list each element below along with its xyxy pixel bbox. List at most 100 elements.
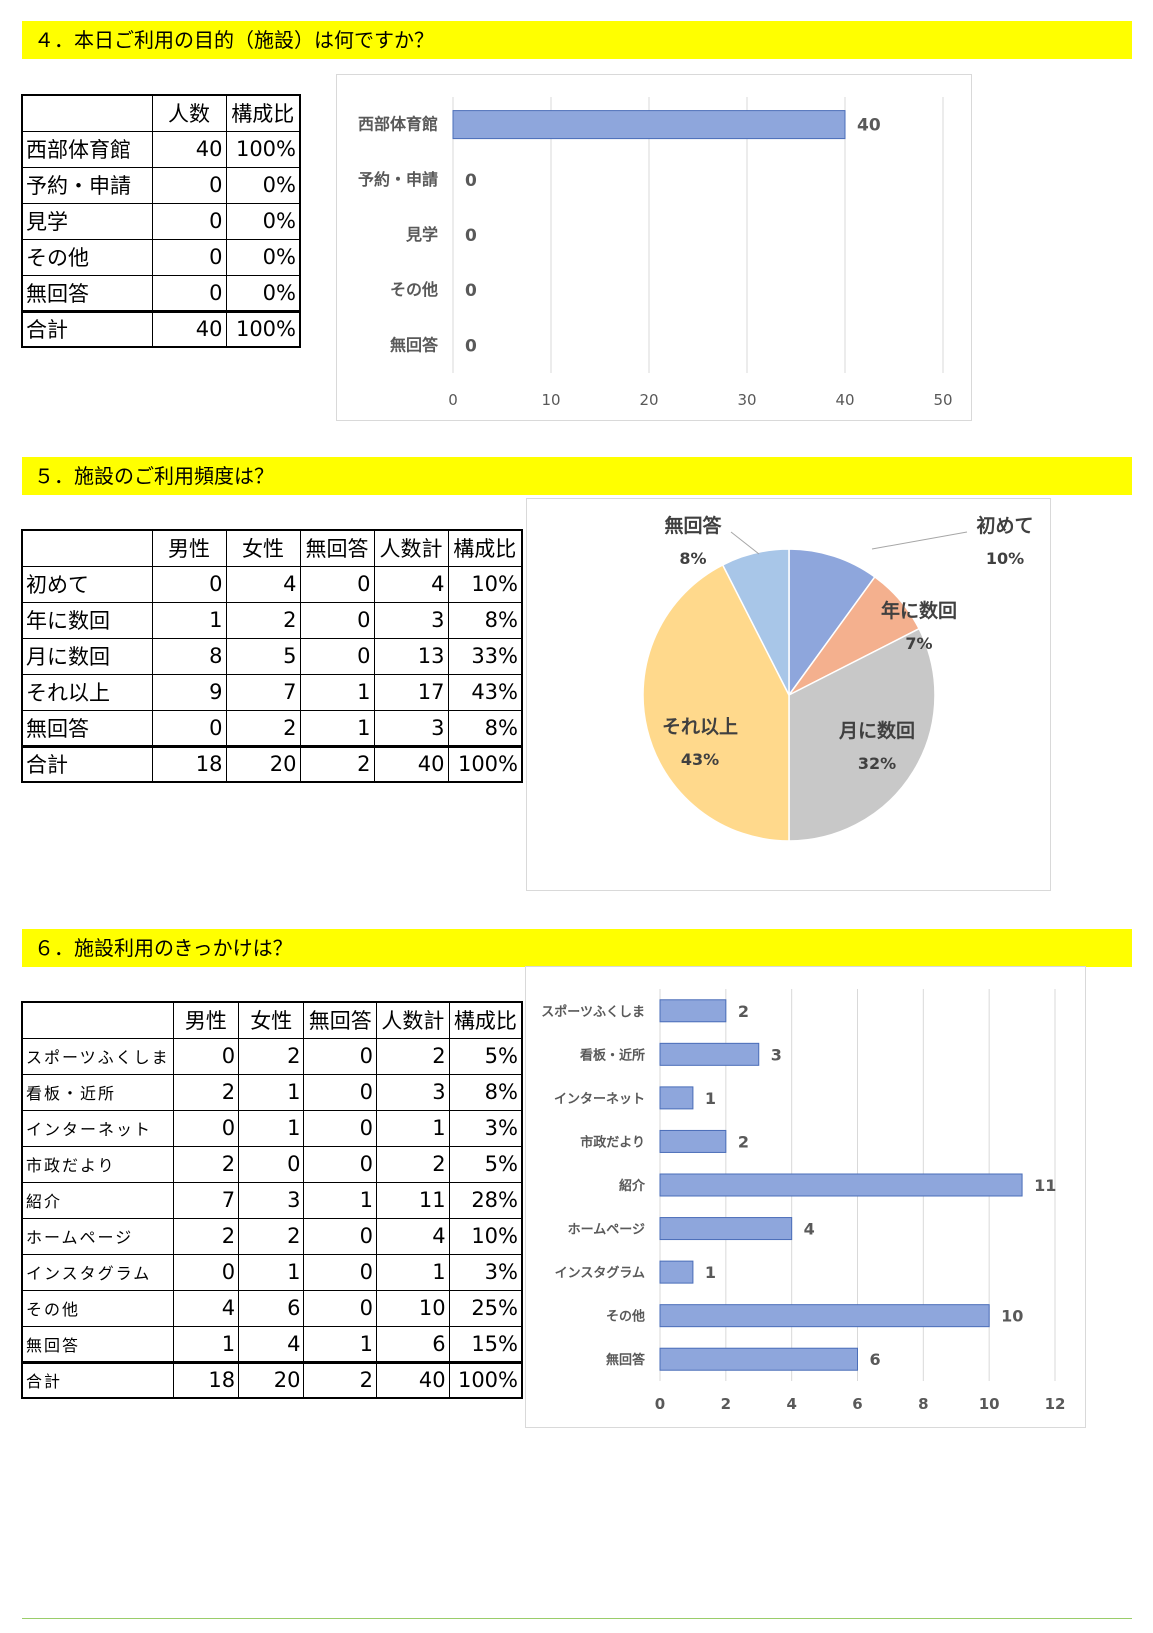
slice-label: 月に数回 (838, 719, 915, 742)
purpose-bar-chart-svg: 0 10 20 30 40 50 西部体育館 40 予約・申請 0 見学 0 その他 0 無回答 0 (358, 97, 953, 409)
data-label: 0 (465, 171, 477, 191)
table-cell: 1 (303, 1325, 378, 1363)
category-label: インターネット (554, 1092, 645, 1107)
slice-label: 無回答 (664, 514, 722, 537)
row-label: それ以上 (21, 673, 153, 711)
table-total-row: 合計 18 20 2 40 100% (21, 1360, 523, 1399)
category-label: 看板・近所 (580, 1047, 645, 1063)
table-cell: 2 (299, 744, 375, 783)
x-tick-label: 8 (918, 1395, 928, 1413)
table-row: 看板・近所 2 1 0 3 8% (21, 1073, 523, 1111)
pie-slice (721, 548, 790, 696)
category-label: その他 (390, 280, 438, 299)
data-label: 40 (857, 116, 881, 136)
x-tick-label: 10 (979, 1395, 1000, 1413)
row-label: 西部体育館 (21, 130, 153, 168)
data-label: 6 (870, 1350, 881, 1369)
table-cell: 10% (448, 1217, 523, 1255)
bar (659, 1260, 694, 1284)
category-label: 無回答 (606, 1352, 646, 1368)
table-cell: 2 (376, 1145, 450, 1183)
pie-slice (788, 627, 936, 842)
bar (659, 1129, 727, 1153)
table-cell: 5 (225, 637, 301, 675)
data-label: 1 (705, 1089, 716, 1108)
table-cell: 40 (151, 130, 227, 168)
table-row: 紹介 7 3 1 11 28% (21, 1181, 523, 1219)
table-cell: 40 (151, 309, 227, 348)
data-label: 10 (1001, 1307, 1023, 1326)
x-tick-label: 6 (852, 1395, 862, 1413)
category-label: 西部体育館 (358, 115, 438, 134)
table-cell: 1 (376, 1109, 450, 1147)
slice-label: 年に数回 (881, 599, 957, 622)
column-header (21, 94, 153, 132)
data-label: 4 (804, 1220, 815, 1239)
table-cell: 0 (151, 166, 227, 204)
section-6-title: ６．施設利用のきっかけは？ (22, 929, 1132, 967)
bar (659, 999, 727, 1023)
table-row: 西部体育館 40 100% (21, 130, 301, 168)
table-total-row: 合計 40 100% (21, 309, 301, 348)
table-cell: 0 (151, 274, 227, 312)
table-cell: 0 (151, 238, 227, 276)
table-cell: 0 (299, 637, 375, 675)
row-label: 市政だより (21, 1145, 174, 1183)
column-header: 無回答 (299, 529, 375, 567)
column-header: 人数計 (373, 529, 449, 567)
slice-label: 初めて (976, 514, 1033, 537)
column-header (21, 1001, 174, 1039)
table-cell: 1 (299, 673, 375, 711)
table-row: その他 0 0% (21, 238, 301, 276)
table-cell: 2 (172, 1073, 240, 1111)
table-cell: 25% (448, 1289, 523, 1327)
category-label: インスタグラム (555, 1265, 645, 1281)
trigger-chart: 0 2 4 6 8 10 12 スポーツふくしま 2 看板・近所 3 インターネット 1 市政だより 2 紹介… (525, 966, 1086, 1428)
table-cell: 40 (373, 744, 449, 783)
column-header: 構成比 (225, 94, 301, 132)
table-cell: 18 (172, 1360, 240, 1399)
table-cell: 3 (373, 601, 449, 639)
frequency-chart: 初めて 10% 年に数回 7% 月に数回 32% それ以上 43% 無回答 8% (526, 498, 1051, 891)
table-header-row: 男性 女性 無回答 人数計 構成比 (21, 529, 523, 567)
table-cell: 1 (238, 1109, 305, 1147)
table-row: 予約・申請 0 0% (21, 166, 301, 204)
row-label: ホームページ (21, 1217, 174, 1255)
table-row: 初めて 0 4 0 4 10% (21, 565, 523, 603)
data-label: 0 (465, 281, 477, 301)
table-cell: 1 (151, 601, 227, 639)
table-cell: 2 (225, 709, 301, 747)
category-label: 市政だより (580, 1134, 645, 1150)
table-cell: 20 (225, 744, 301, 783)
table-row: その他 4 6 0 10 25% (21, 1289, 523, 1327)
table-cell: 10% (447, 565, 523, 603)
row-label: 年に数回 (21, 601, 153, 639)
table-cell: 4 (172, 1289, 240, 1327)
column-header: 人数 (151, 94, 227, 132)
leader-line (730, 531, 760, 555)
table-cell: 0 (238, 1145, 305, 1183)
table-cell: 0 (172, 1037, 240, 1075)
slice-percent: 43% (681, 750, 719, 769)
table-cell: 5% (448, 1037, 523, 1075)
table-cell: 0 (151, 202, 227, 240)
table-cell: 8% (447, 709, 523, 747)
table-cell: 100% (447, 744, 523, 783)
table-cell: 3% (448, 1253, 523, 1291)
section-4-title: ４．本日ご利用の目的（施設）は何ですか？ (22, 21, 1132, 59)
table-row: 見学 0 0% (21, 202, 301, 240)
x-tick-label: 10 (541, 391, 560, 409)
table-cell: 4 (225, 565, 301, 603)
table-cell: 2 (238, 1217, 305, 1255)
slice-percent: 10% (986, 549, 1024, 568)
column-header: 男性 (151, 529, 227, 567)
category-label: 予約・申請 (358, 170, 438, 189)
row-label: その他 (21, 1289, 174, 1327)
column-header: 無回答 (303, 1001, 378, 1039)
row-label: 紹介 (21, 1181, 174, 1219)
table-row: 月に数回 8 5 0 13 33% (21, 637, 523, 675)
table-row: 年に数回 1 2 0 3 8% (21, 601, 523, 639)
table-cell: 6 (376, 1325, 450, 1363)
table-cell: 13 (373, 637, 449, 675)
table-cell: 4 (238, 1325, 305, 1363)
